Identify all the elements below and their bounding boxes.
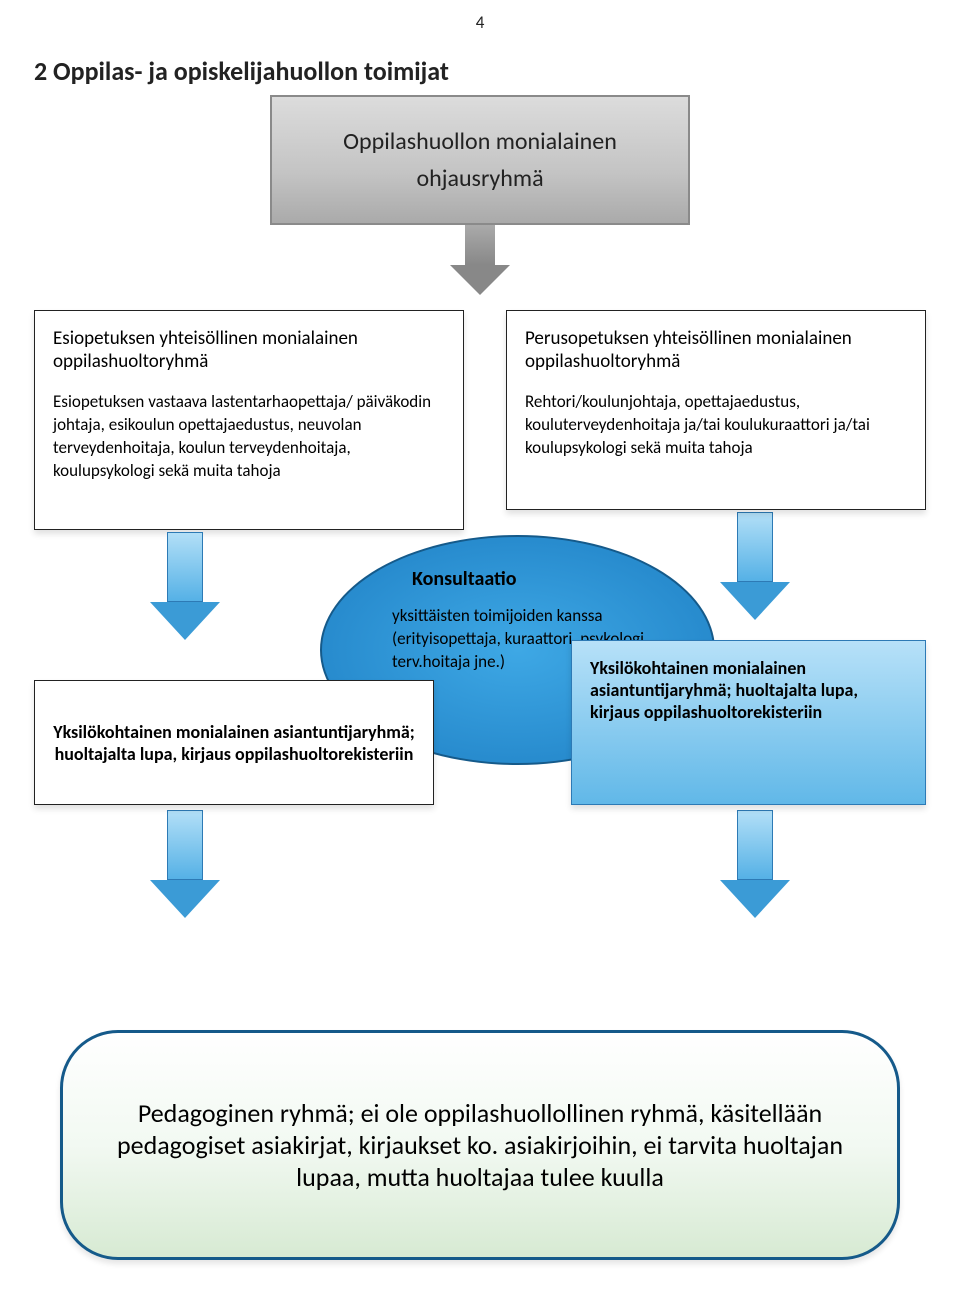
arrow-stem — [737, 810, 773, 880]
arrow-stem — [737, 512, 773, 582]
top-box-ohjausryhma: Oppilashuollon monialainen ohjausryhmä — [270, 95, 690, 225]
arrow-head — [720, 582, 790, 620]
arrow-head — [150, 880, 220, 918]
right-box-perusopetus: Perusopetuksen yhteisöllinen monialainen… — [506, 310, 926, 510]
arrow-down-icon — [150, 532, 220, 642]
arrow-down-icon — [720, 512, 790, 622]
page-heading: 2 Oppilas- ja opiskelijahuollon toimijat — [34, 55, 449, 87]
top-box-line2: ohjausryhmä — [416, 160, 543, 197]
lower-right-box: Yksilökohtainen monialainen asiantuntija… — [571, 640, 926, 805]
left-box-title: Esiopetuksen yhteisöllinen monialainen o… — [53, 327, 445, 373]
right-box-title: Perusopetuksen yhteisöllinen monialainen… — [525, 327, 907, 373]
bottom-box-pedagoginen: Pedagoginen ryhmä; ei ole oppilashuollol… — [60, 1030, 900, 1260]
lower-left-box: Yksilökohtainen monialainen asiantuntija… — [34, 680, 434, 805]
arrow-stem — [167, 532, 203, 602]
arrow-stem — [465, 225, 495, 265]
arrow-down-icon — [450, 225, 510, 295]
arrow-head — [450, 265, 510, 295]
ellipse-title: Konsultaatio — [412, 567, 673, 591]
left-box-body: Esiopetuksen vastaava lastentarhaopettaj… — [53, 391, 445, 483]
lower-left-text: Yksilökohtainen monialainen asiantuntija… — [53, 721, 415, 765]
arrow-down-icon — [720, 810, 790, 920]
page-number: 4 — [476, 12, 485, 33]
arrow-stem — [167, 810, 203, 880]
arrow-down-icon — [150, 810, 220, 920]
arrow-head — [150, 602, 220, 640]
arrow-head — [720, 880, 790, 918]
bottom-box-text: Pedagoginen ryhmä; ei ole oppilashuollol… — [109, 1097, 851, 1193]
right-box-body: Rehtori/koulunjohtaja, opettajaedustus, … — [525, 391, 907, 460]
top-box-line1: Oppilashuollon monialainen — [343, 123, 617, 160]
left-box-esiopetus: Esiopetuksen yhteisöllinen monialainen o… — [34, 310, 464, 530]
lower-right-text: Yksilökohtainen monialainen asiantuntija… — [590, 657, 858, 723]
